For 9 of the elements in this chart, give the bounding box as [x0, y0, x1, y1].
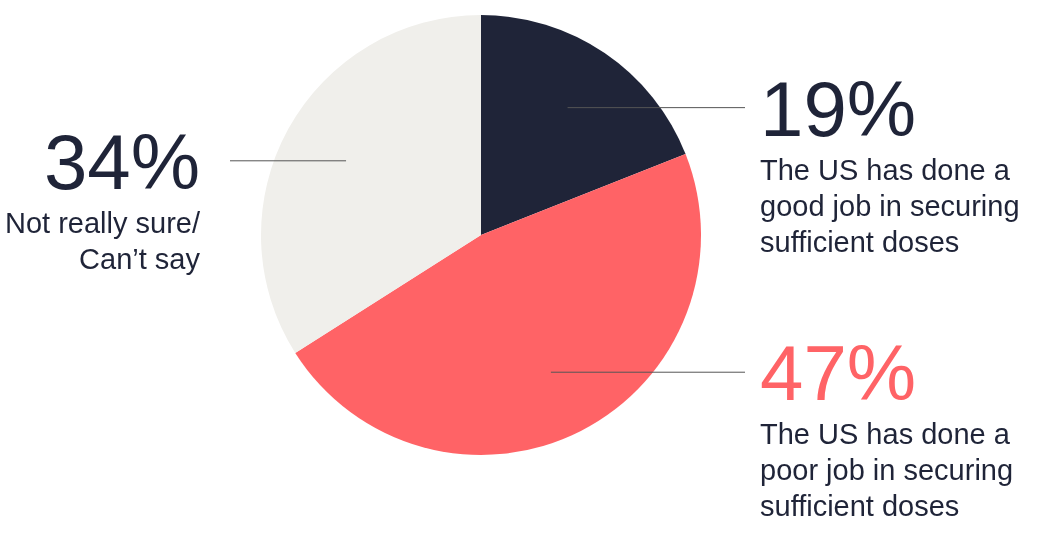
slice-label: Not really sure/ Can’t say: [4, 206, 201, 275]
data-label: 34%: [43, 117, 200, 206]
data-label: 47%: [760, 329, 917, 418]
data-label: 19%: [760, 64, 917, 153]
slice-label: The US has done a good job in securing sufficient doses: [760, 153, 1020, 258]
pie-slice: [295, 154, 701, 455]
slice-label: The US has done a poor job in securing sufficient doses: [760, 418, 1014, 523]
pie-slice: [481, 15, 686, 235]
pie-slice: [261, 15, 481, 353]
